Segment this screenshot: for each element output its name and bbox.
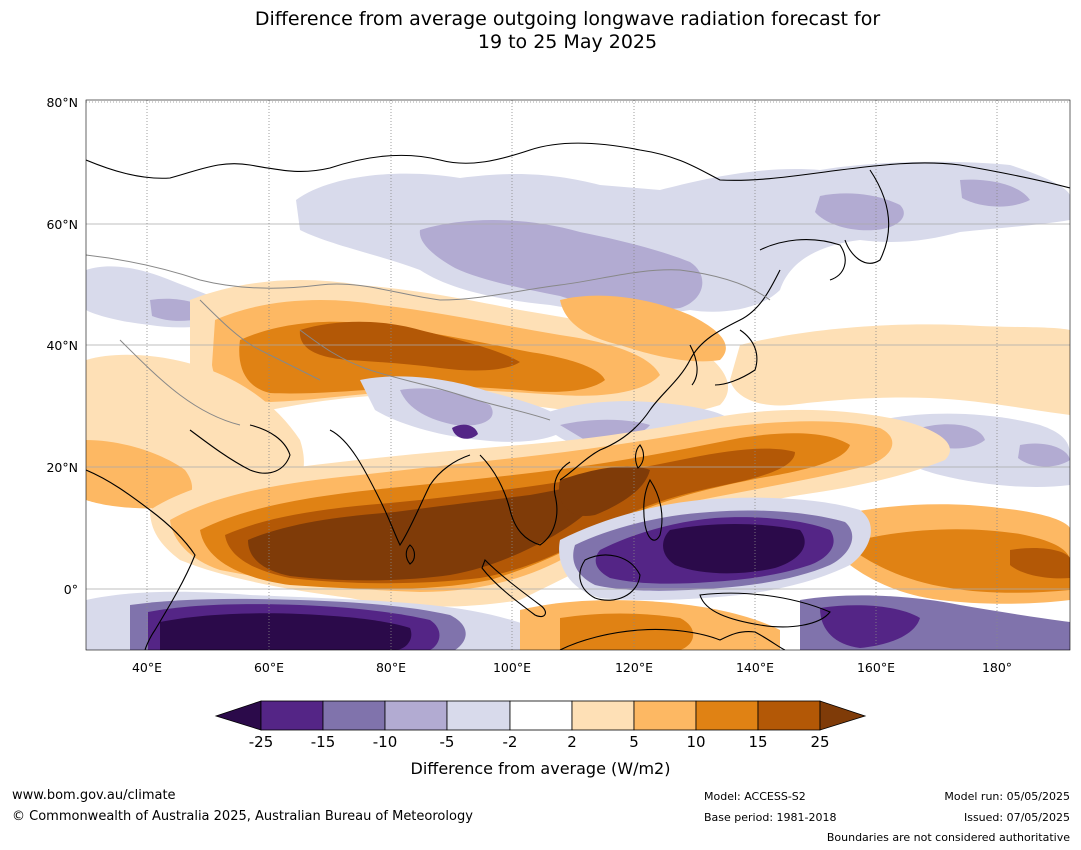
lon-label-100e: 100°E xyxy=(492,660,531,675)
model-name: Model: ACCESS-S2 xyxy=(704,790,806,803)
colorbar-bin-2 xyxy=(322,700,386,731)
colorbar-extend-high xyxy=(819,700,867,731)
model-run-date: Model run: 05/05/2025 xyxy=(944,790,1070,803)
lon-label-60e: 60°E xyxy=(253,660,285,675)
coast-philippines xyxy=(643,478,663,541)
anomaly-region-central-asia-max xyxy=(299,321,520,371)
colorbar-tick: -25 xyxy=(248,733,274,751)
coast-taiwan xyxy=(635,444,645,469)
colorbar xyxy=(214,700,867,731)
colorbar-bin-5 xyxy=(509,700,573,731)
lat-label-80n: 80°N xyxy=(46,95,78,110)
colorbar-tick: -5 xyxy=(439,733,455,751)
coast-japan xyxy=(714,329,758,386)
coast-sri-lanka xyxy=(405,544,416,565)
anomaly-region-maritime-max xyxy=(663,524,805,574)
coast-kamchatka xyxy=(844,169,890,264)
lon-label-80e: 80°E xyxy=(375,660,407,675)
coast-arabia xyxy=(189,424,291,474)
graticule xyxy=(86,100,1070,650)
anomaly-region-coral-strong xyxy=(820,605,920,648)
anomaly-fields xyxy=(86,161,1070,650)
lat-label-40n: 40°N xyxy=(46,338,78,353)
anomaly-region-siberia-mid-3 xyxy=(960,179,1030,207)
coast-korea xyxy=(689,344,698,386)
coast-okhotsk xyxy=(759,239,846,281)
colorbar-bin-3 xyxy=(384,700,448,731)
lon-label-180: 180° xyxy=(981,660,1013,675)
coast-africa-horn xyxy=(86,469,196,650)
colorbar-tick: 10 xyxy=(686,733,706,751)
colorbar-tick: -10 xyxy=(372,733,398,751)
title-line-2: 19 to 25 May 2025 xyxy=(477,31,658,53)
colorbar-bin-4 xyxy=(446,700,511,731)
coast-india xyxy=(329,429,471,547)
anomaly-region-mideast-mid xyxy=(86,440,193,509)
boundary-disclaimer: Boundaries are not considered authoritat… xyxy=(826,831,1070,844)
colorbar-tick: -2 xyxy=(502,733,518,751)
anomaly-region-epacific-strong xyxy=(860,529,1070,593)
coast-sumatra xyxy=(481,559,546,618)
map-frame xyxy=(85,99,1071,651)
anomaly-region-sio-max xyxy=(160,613,412,650)
colorbar-extend-low xyxy=(214,700,262,731)
coast-arctic xyxy=(86,142,1070,189)
lat-label-0: 0° xyxy=(63,582,78,597)
colorbar-tick: -15 xyxy=(310,733,336,751)
coast-east-asia xyxy=(559,269,781,481)
boundary-central-asia xyxy=(199,299,321,381)
country-boundaries xyxy=(86,254,771,426)
boundary-russia-south xyxy=(86,254,771,301)
colorbar-bin-6 xyxy=(571,700,635,731)
issued-date: Issued: 07/05/2025 xyxy=(963,811,1070,824)
anomaly-region-epacific-max xyxy=(1010,547,1070,579)
lon-label-120e: 120°E xyxy=(614,660,653,675)
coast-new-guinea xyxy=(699,592,831,628)
colorbar-bin-8 xyxy=(695,700,759,731)
colorbar-bin-1 xyxy=(260,700,324,731)
anomaly-region-bengal-strong xyxy=(452,424,478,439)
lat-label-60n: 60°N xyxy=(46,217,78,232)
boundary-middle-east xyxy=(119,339,241,426)
coast-borneo xyxy=(579,554,641,601)
lon-label-140e: 140°E xyxy=(735,660,774,675)
anomaly-region-siberia-mid xyxy=(419,220,703,311)
anomaly-region-wpacific-mid-2 xyxy=(1018,443,1070,467)
anomaly-region-scs-max xyxy=(559,466,650,516)
coast-indochina xyxy=(479,454,571,546)
anomaly-region-siberia-mid-2 xyxy=(815,193,904,231)
colorbar-label: Difference from average (W/m2) xyxy=(410,759,671,778)
colorbar-tick: 25 xyxy=(810,733,830,751)
title-line-1: Difference from average outgoing longwav… xyxy=(254,8,881,30)
lat-label-20n: 20°N xyxy=(46,460,78,475)
copyright-text: © Commonwealth of Australia 2025, Austra… xyxy=(12,809,473,824)
colorbar-bin-9 xyxy=(757,700,821,731)
chart-title: Difference from average outgoing longwav… xyxy=(0,8,1081,54)
lon-label-160e: 160°E xyxy=(856,660,895,675)
boundary-china-west xyxy=(299,329,551,421)
anomaly-region-npacific-light xyxy=(730,324,1070,415)
colorbar-tick: 5 xyxy=(629,733,639,751)
coastlines xyxy=(86,142,1070,650)
website-link[interactable]: www.bom.gov.au/climate xyxy=(12,788,176,803)
colorbar-bin-7 xyxy=(633,700,697,731)
base-period: Base period: 1981-2018 xyxy=(704,811,837,824)
colorbar-tick: 15 xyxy=(748,733,768,751)
lon-label-40e: 40°E xyxy=(131,660,163,675)
coast-australia xyxy=(559,628,786,650)
anomaly-region-tropics-max-2 xyxy=(248,485,600,581)
colorbar-tick: 2 xyxy=(567,733,577,751)
